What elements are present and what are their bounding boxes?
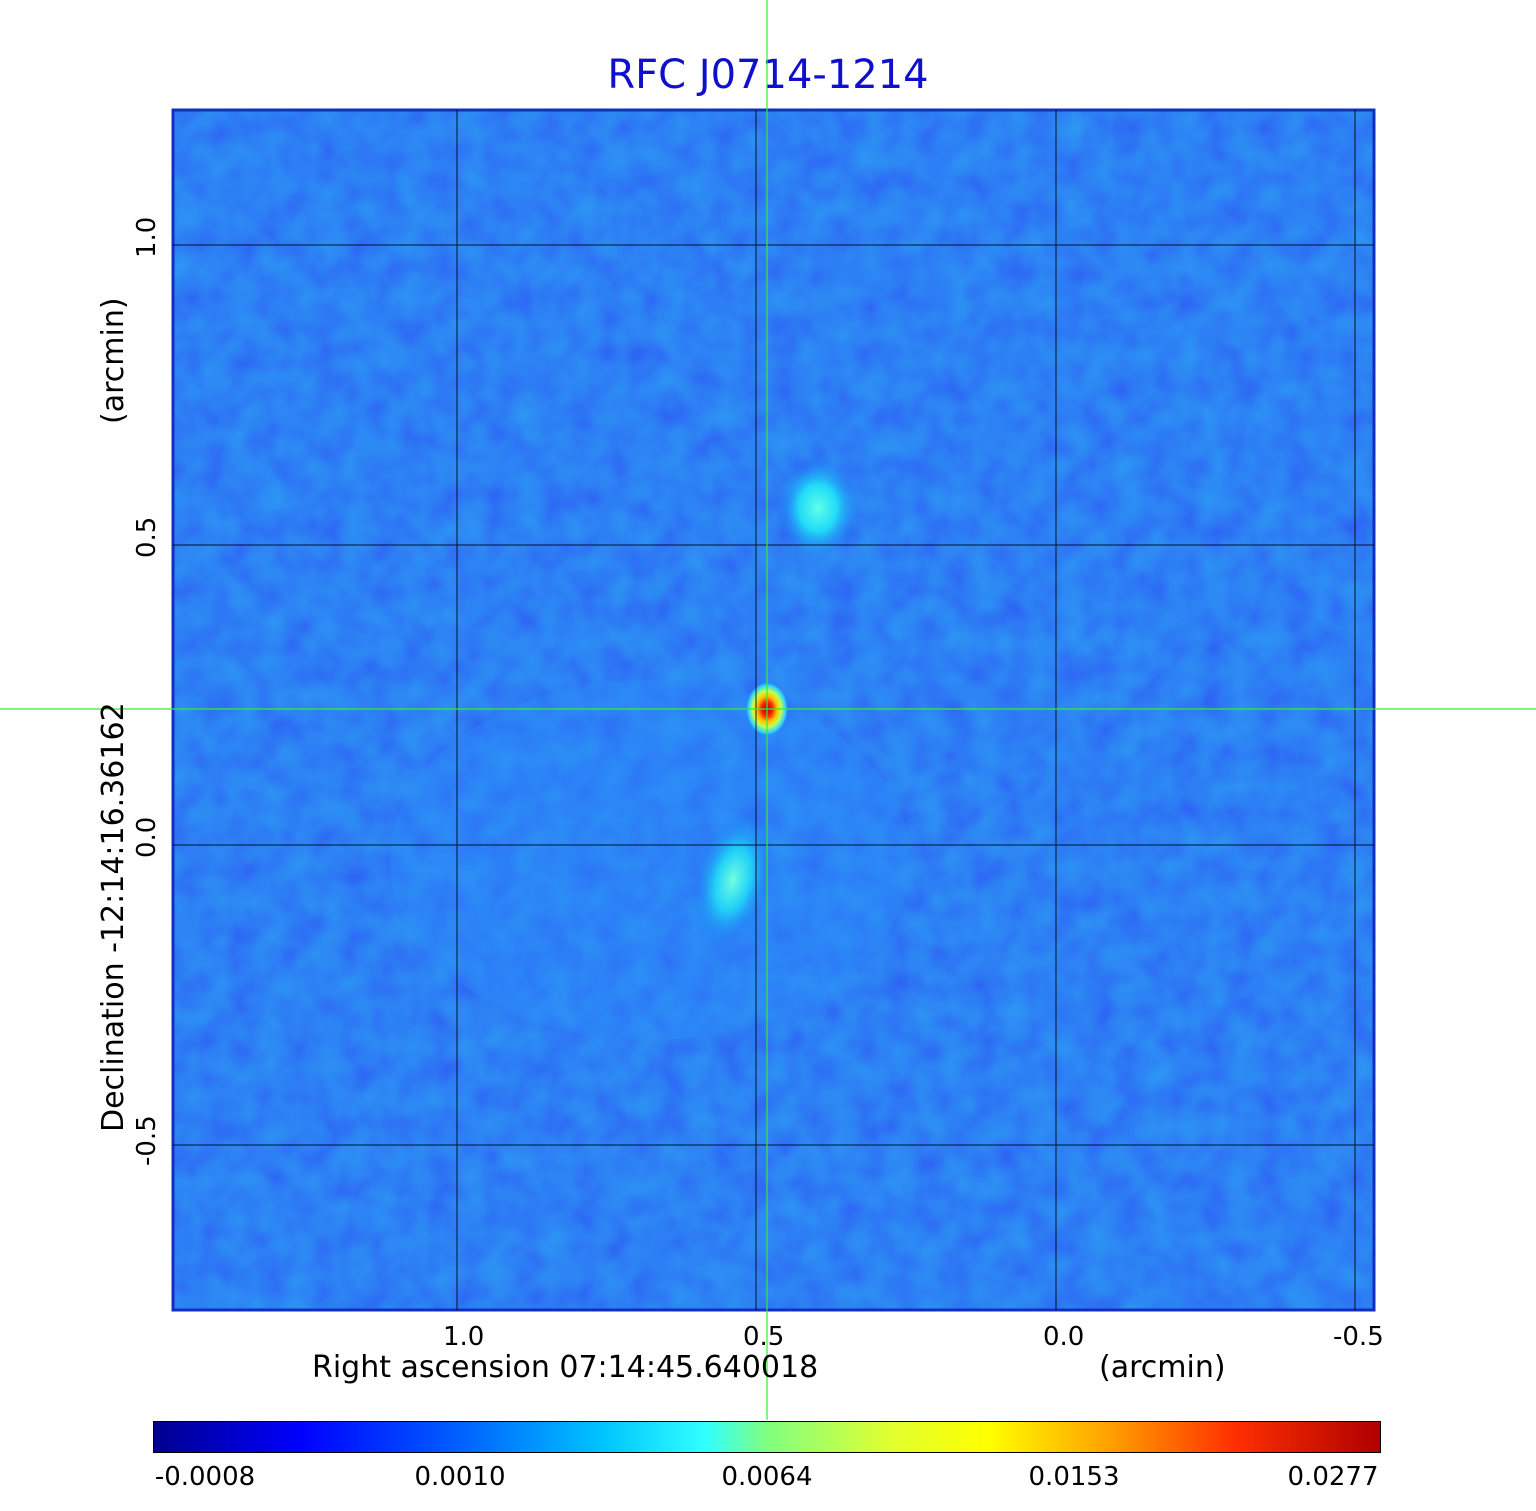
colorbar-tick-2: 0.0010 — [414, 1462, 506, 1492]
y-tick--0.5: -0.5 — [132, 1115, 162, 1166]
colorbar-tick-5: 0.0277 — [1287, 1462, 1379, 1492]
diffuse-emission — [390, 680, 910, 1040]
lower-lobe — [692, 811, 774, 949]
y-tick-1.0: 1.0 — [132, 216, 162, 258]
x-axis-label: Right ascension 07:14:45.640018 — [312, 1350, 819, 1385]
y-axis-label: Declination -12:14:16.36162 — [96, 702, 131, 1132]
upper-lobe — [776, 456, 860, 560]
intensity-map — [0, 0, 1536, 1420]
y-axis-unit: (arcmin) — [96, 297, 131, 424]
plot-frame — [171, 108, 1376, 1312]
figure-title: RFC J0714-1214 — [607, 52, 929, 98]
colorbar-tick-1: -0.0008 — [154, 1462, 256, 1492]
y-tick-0.0: 0.0 — [132, 816, 162, 858]
x-tick-1.0: 1.0 — [443, 1322, 485, 1352]
x-axis-unit: (arcmin) — [1099, 1350, 1226, 1385]
x-tick-0.5: 0.5 — [743, 1322, 785, 1352]
crosshair — [0, 0, 1536, 1420]
y-tick-0.5: 0.5 — [132, 516, 162, 558]
coordinate-grid — [173, 110, 1374, 1310]
x-tick-0.0: 0.0 — [1043, 1322, 1085, 1352]
colorbar-tick-3: 0.0064 — [721, 1462, 813, 1492]
colorbar-tick-4: 0.0153 — [1028, 1462, 1120, 1492]
x-tick--0.5: -0.5 — [1333, 1322, 1384, 1352]
colorbar — [153, 1421, 1381, 1453]
